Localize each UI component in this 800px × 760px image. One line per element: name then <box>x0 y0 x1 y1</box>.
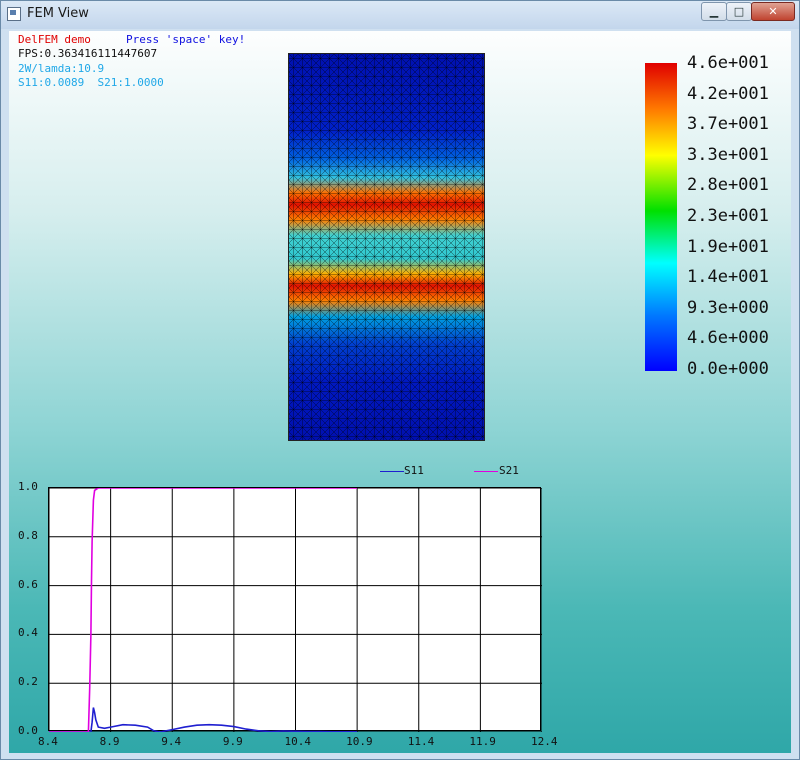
x-tick-label: 8.9 <box>99 735 120 748</box>
close-button[interactable]: ✕ <box>751 2 795 21</box>
colorbar-tick-label: 3.7e+001 <box>687 114 769 135</box>
fps-readout: FPS:0.363416111447607 <box>18 47 158 60</box>
colorbar-tick-label: 4.6e+000 <box>687 328 769 349</box>
fem-mesh-svg <box>289 54 484 440</box>
y-tick-label: 0.0 <box>18 724 38 737</box>
legend-s11-label: S11 <box>404 464 424 477</box>
press-space-hint: Press 'space' key! <box>126 33 246 46</box>
minimize-button[interactable]: ▁ <box>701 2 727 21</box>
colorbar-tick-label: 9.3e+000 <box>687 297 769 318</box>
plot-svg <box>48 487 543 733</box>
fem-mesh-field <box>288 53 485 441</box>
colorbar-tick-label: 2.8e+001 <box>687 175 769 196</box>
series-line-s21 <box>49 487 358 733</box>
y-tick-label: 0.8 <box>18 528 38 542</box>
colorbar-tick-label: 2.3e+001 <box>687 206 769 226</box>
maximize-button[interactable]: □ <box>726 2 752 21</box>
maximize-icon: □ <box>733 5 745 18</box>
series-line-s11 <box>49 707 358 733</box>
s-parameter-plot <box>48 487 543 733</box>
demo-label: DelFEM demo <box>18 33 91 46</box>
wavelength-readout: 2W/lamda:10.9 <box>18 62 105 75</box>
x-tick-label: 10.9 <box>346 735 373 748</box>
colorbar-tick-label: 0.0e+000 <box>687 359 769 379</box>
legend-s11-swatch <box>380 471 404 472</box>
colorbar-tick-label: 4.2e+001 <box>687 83 769 104</box>
y-tick-label: 0.6 <box>18 577 38 591</box>
color-scale-bar <box>645 63 677 371</box>
y-tick-label: 0.4 <box>18 626 38 640</box>
colorbar-tick-label: 4.6e+001 <box>687 53 769 73</box>
window-title: FEM View <box>27 6 89 21</box>
legend-s21-label: S21 <box>499 464 519 477</box>
legend-s21-swatch <box>474 471 498 472</box>
colorbar-tick-label: 3.3e+001 <box>687 144 769 165</box>
opengl-view[interactable]: DelFEM demo Press 'space' key! FPS:0.363… <box>9 31 791 753</box>
x-tick-label: 11.9 <box>469 735 496 748</box>
s-parameter-readout: S11:0.0089 S21:1.0000 <box>18 76 164 89</box>
x-tick-label: 9.4 <box>161 735 182 748</box>
app-icon[interactable] <box>7 7 21 21</box>
minimize-icon: ▁ <box>709 5 719 18</box>
x-tick-label: 12.4 <box>531 735 558 748</box>
y-tick-label: 0.2 <box>18 675 38 689</box>
y-tick-label: 1.0 <box>18 480 38 493</box>
colorbar-tick-label: 1.4e+001 <box>687 267 769 288</box>
close-icon: ✕ <box>768 5 778 18</box>
x-tick-label: 11.4 <box>407 735 435 748</box>
x-tick-label: 8.4 <box>38 735 58 748</box>
title-bar[interactable]: FEM View ▁ □ ✕ <box>1 1 799 29</box>
x-tick-label: 9.9 <box>222 735 243 748</box>
x-tick-label: 10.4 <box>284 735 312 748</box>
colorbar-tick-label: 1.9e+001 <box>687 236 769 257</box>
